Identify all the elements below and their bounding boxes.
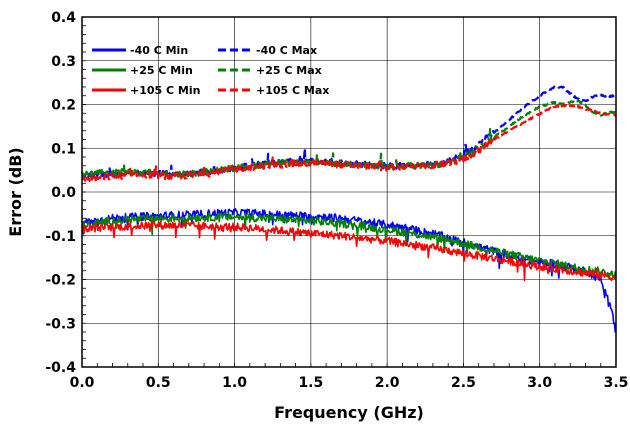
y-tick-label: -0.3 [45, 316, 76, 332]
y-tick-label: 0.4 [51, 10, 76, 26]
y-axis-title: Error (dB) [6, 147, 25, 236]
x-tick-label: 3.0 [527, 375, 552, 391]
legend-label: -40 C Max [256, 44, 317, 57]
x-axis-title: Frequency (GHz) [274, 403, 424, 422]
y-tick-label: 0.2 [51, 98, 76, 114]
legend-label: -40 C Min [130, 44, 188, 57]
series-layer [80, 85, 617, 333]
series-line [81, 85, 617, 180]
series-line [81, 103, 617, 182]
plot-frame [81, 16, 617, 368]
x-tick-label: 2.0 [375, 375, 400, 391]
x-tick-label: 2.5 [451, 375, 476, 391]
x-tick-label: 3.5 [604, 375, 629, 391]
legend-label: +25 C Max [256, 64, 322, 77]
legend: -40 C Min +25 C Min +105 C Min -40 C Max +25… [92, 44, 329, 97]
y-tick-label: 0.3 [51, 54, 76, 70]
y-tick-label: -0.1 [45, 229, 76, 245]
x-tick-label: 0.5 [146, 375, 171, 391]
x-tick-label: 0.0 [70, 375, 95, 391]
y-tick-label: -0.4 [45, 360, 76, 376]
legend-label: +25 C Min [130, 64, 193, 77]
legend-label: +105 C Min [130, 84, 200, 97]
x-tick-label: 1.0 [222, 375, 247, 391]
legend-label: +105 C Max [256, 84, 329, 97]
x-tick-labels: 0.0 0.5 1.0 1.5 2.0 2.5 3.0 3.5 [70, 375, 629, 391]
y-tick-label: 0.1 [51, 141, 76, 157]
y-tick-label: 0.0 [51, 185, 76, 201]
x-tick-label: 1.5 [298, 375, 323, 391]
y-tick-label: -0.2 [45, 273, 76, 289]
series-line [81, 220, 617, 282]
series-line [81, 212, 617, 280]
y-tick-labels: -0.4 -0.3 -0.2 -0.1 0.0 0.1 0.2 0.3 0.4 [45, 10, 76, 376]
